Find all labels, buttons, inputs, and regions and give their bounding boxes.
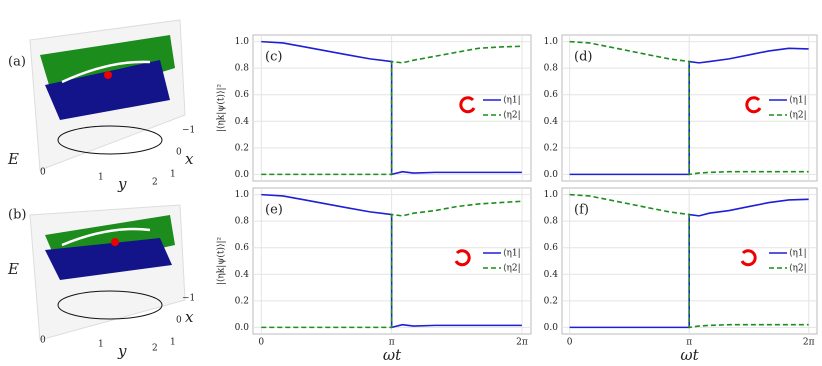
axis-label: E xyxy=(7,150,19,168)
tick-label: 1 xyxy=(98,340,104,350)
series-line xyxy=(261,45,522,176)
legend-label: ⟨η2| xyxy=(789,264,807,274)
tick-label: −1 xyxy=(182,126,195,136)
tick-label: 0 xyxy=(176,316,182,326)
tick-label: 0 xyxy=(176,148,182,158)
x-tick-label: 2π xyxy=(803,338,815,348)
y-tick-label: 0.6 xyxy=(235,90,250,100)
x-tick-label: 0 xyxy=(567,338,573,348)
series-line xyxy=(569,193,809,329)
axis-label: x xyxy=(185,308,194,326)
axis-label: x xyxy=(185,150,194,168)
y-axis-label: |⟨ηk|ψ(t)⟩|² xyxy=(216,236,227,285)
loop xyxy=(57,290,163,320)
axis-label: y xyxy=(117,342,127,360)
y-tick-label: 0.2 xyxy=(235,143,249,153)
y-tick-label: 0.8 xyxy=(235,217,250,227)
panel-b xyxy=(29,204,186,341)
y-tick-label: 0.8 xyxy=(544,64,559,74)
tick-label: 1 xyxy=(170,338,176,348)
rotation-icon xyxy=(459,96,476,114)
series-line xyxy=(569,40,809,176)
legend-label: ⟨η1| xyxy=(503,96,521,106)
panel-a xyxy=(29,19,186,171)
x-tick-label: 0 xyxy=(258,338,264,348)
y-tick-label: 1.0 xyxy=(544,190,559,200)
y-tick-label: 0.6 xyxy=(235,243,250,253)
x-tick-label: 2π xyxy=(516,338,528,348)
panel-label: (c) xyxy=(265,50,282,65)
series-line xyxy=(261,200,522,329)
point xyxy=(111,238,119,246)
tick-label: 1 xyxy=(170,170,176,180)
loop xyxy=(57,125,163,155)
x-axis-label: ωt xyxy=(680,346,699,364)
axis-label: E xyxy=(7,260,19,278)
legend-label: ⟨η1| xyxy=(789,249,807,259)
y-tick-label: 1.0 xyxy=(235,190,250,200)
panel-label: (e) xyxy=(265,203,283,218)
arrow xyxy=(61,227,151,247)
lower-surface xyxy=(45,60,170,120)
y-tick-label: 0.4 xyxy=(235,117,250,127)
legend-label: ⟨η2| xyxy=(789,111,807,121)
legend-label: ⟨η1| xyxy=(503,249,521,259)
y-tick-label: 1.0 xyxy=(544,37,559,47)
y-tick-label: 0.0 xyxy=(544,323,559,333)
rotation-icon xyxy=(745,96,762,114)
y-tick-label: 0.2 xyxy=(544,296,558,306)
arrow xyxy=(61,60,151,84)
panel-label: (a) xyxy=(8,55,26,70)
y-tick-label: 0.2 xyxy=(235,296,249,306)
x-axis-label: ωt xyxy=(383,346,402,364)
y-axis-label: |⟨ηk|ψ(t)⟩|² xyxy=(216,83,227,132)
y-tick-label: 1.0 xyxy=(235,37,250,47)
y-tick-label: 0.4 xyxy=(544,270,559,280)
tick-label: 2 xyxy=(152,344,158,354)
axis-label: y xyxy=(117,175,127,193)
tick-label: −1 xyxy=(182,294,195,304)
y-tick-label: 0.8 xyxy=(544,217,559,227)
y-tick-label: 0.6 xyxy=(544,90,559,100)
panel-label: (f) xyxy=(574,203,589,218)
y-tick-label: 0.4 xyxy=(235,270,250,280)
y-tick-label: 0.6 xyxy=(544,243,559,253)
panel-label: (b) xyxy=(8,208,26,223)
point xyxy=(104,71,112,79)
y-tick-label: 0.0 xyxy=(235,170,250,180)
legend-label: ⟨η2| xyxy=(503,111,521,121)
tick-label: 0 xyxy=(40,336,46,346)
y-tick-label: 0.2 xyxy=(544,143,558,153)
x-tick-label: π xyxy=(686,338,692,348)
y-tick-label: 0.8 xyxy=(235,64,250,74)
lower-surface xyxy=(45,238,172,280)
panel-label: (d) xyxy=(574,50,592,65)
tick-label: 1 xyxy=(98,173,104,183)
legend-label: ⟨η2| xyxy=(503,264,521,274)
y-tick-label: 0.0 xyxy=(544,170,559,180)
rotation-icon xyxy=(454,249,471,267)
tick-label: 2 xyxy=(152,178,158,188)
rotation-icon xyxy=(740,249,757,267)
y-tick-label: 0.0 xyxy=(235,323,250,333)
y-tick-label: 0.4 xyxy=(544,117,559,127)
legend-label: ⟨η1| xyxy=(789,96,807,106)
tick-label: 0 xyxy=(40,168,46,178)
x-tick-label: π xyxy=(389,338,395,348)
